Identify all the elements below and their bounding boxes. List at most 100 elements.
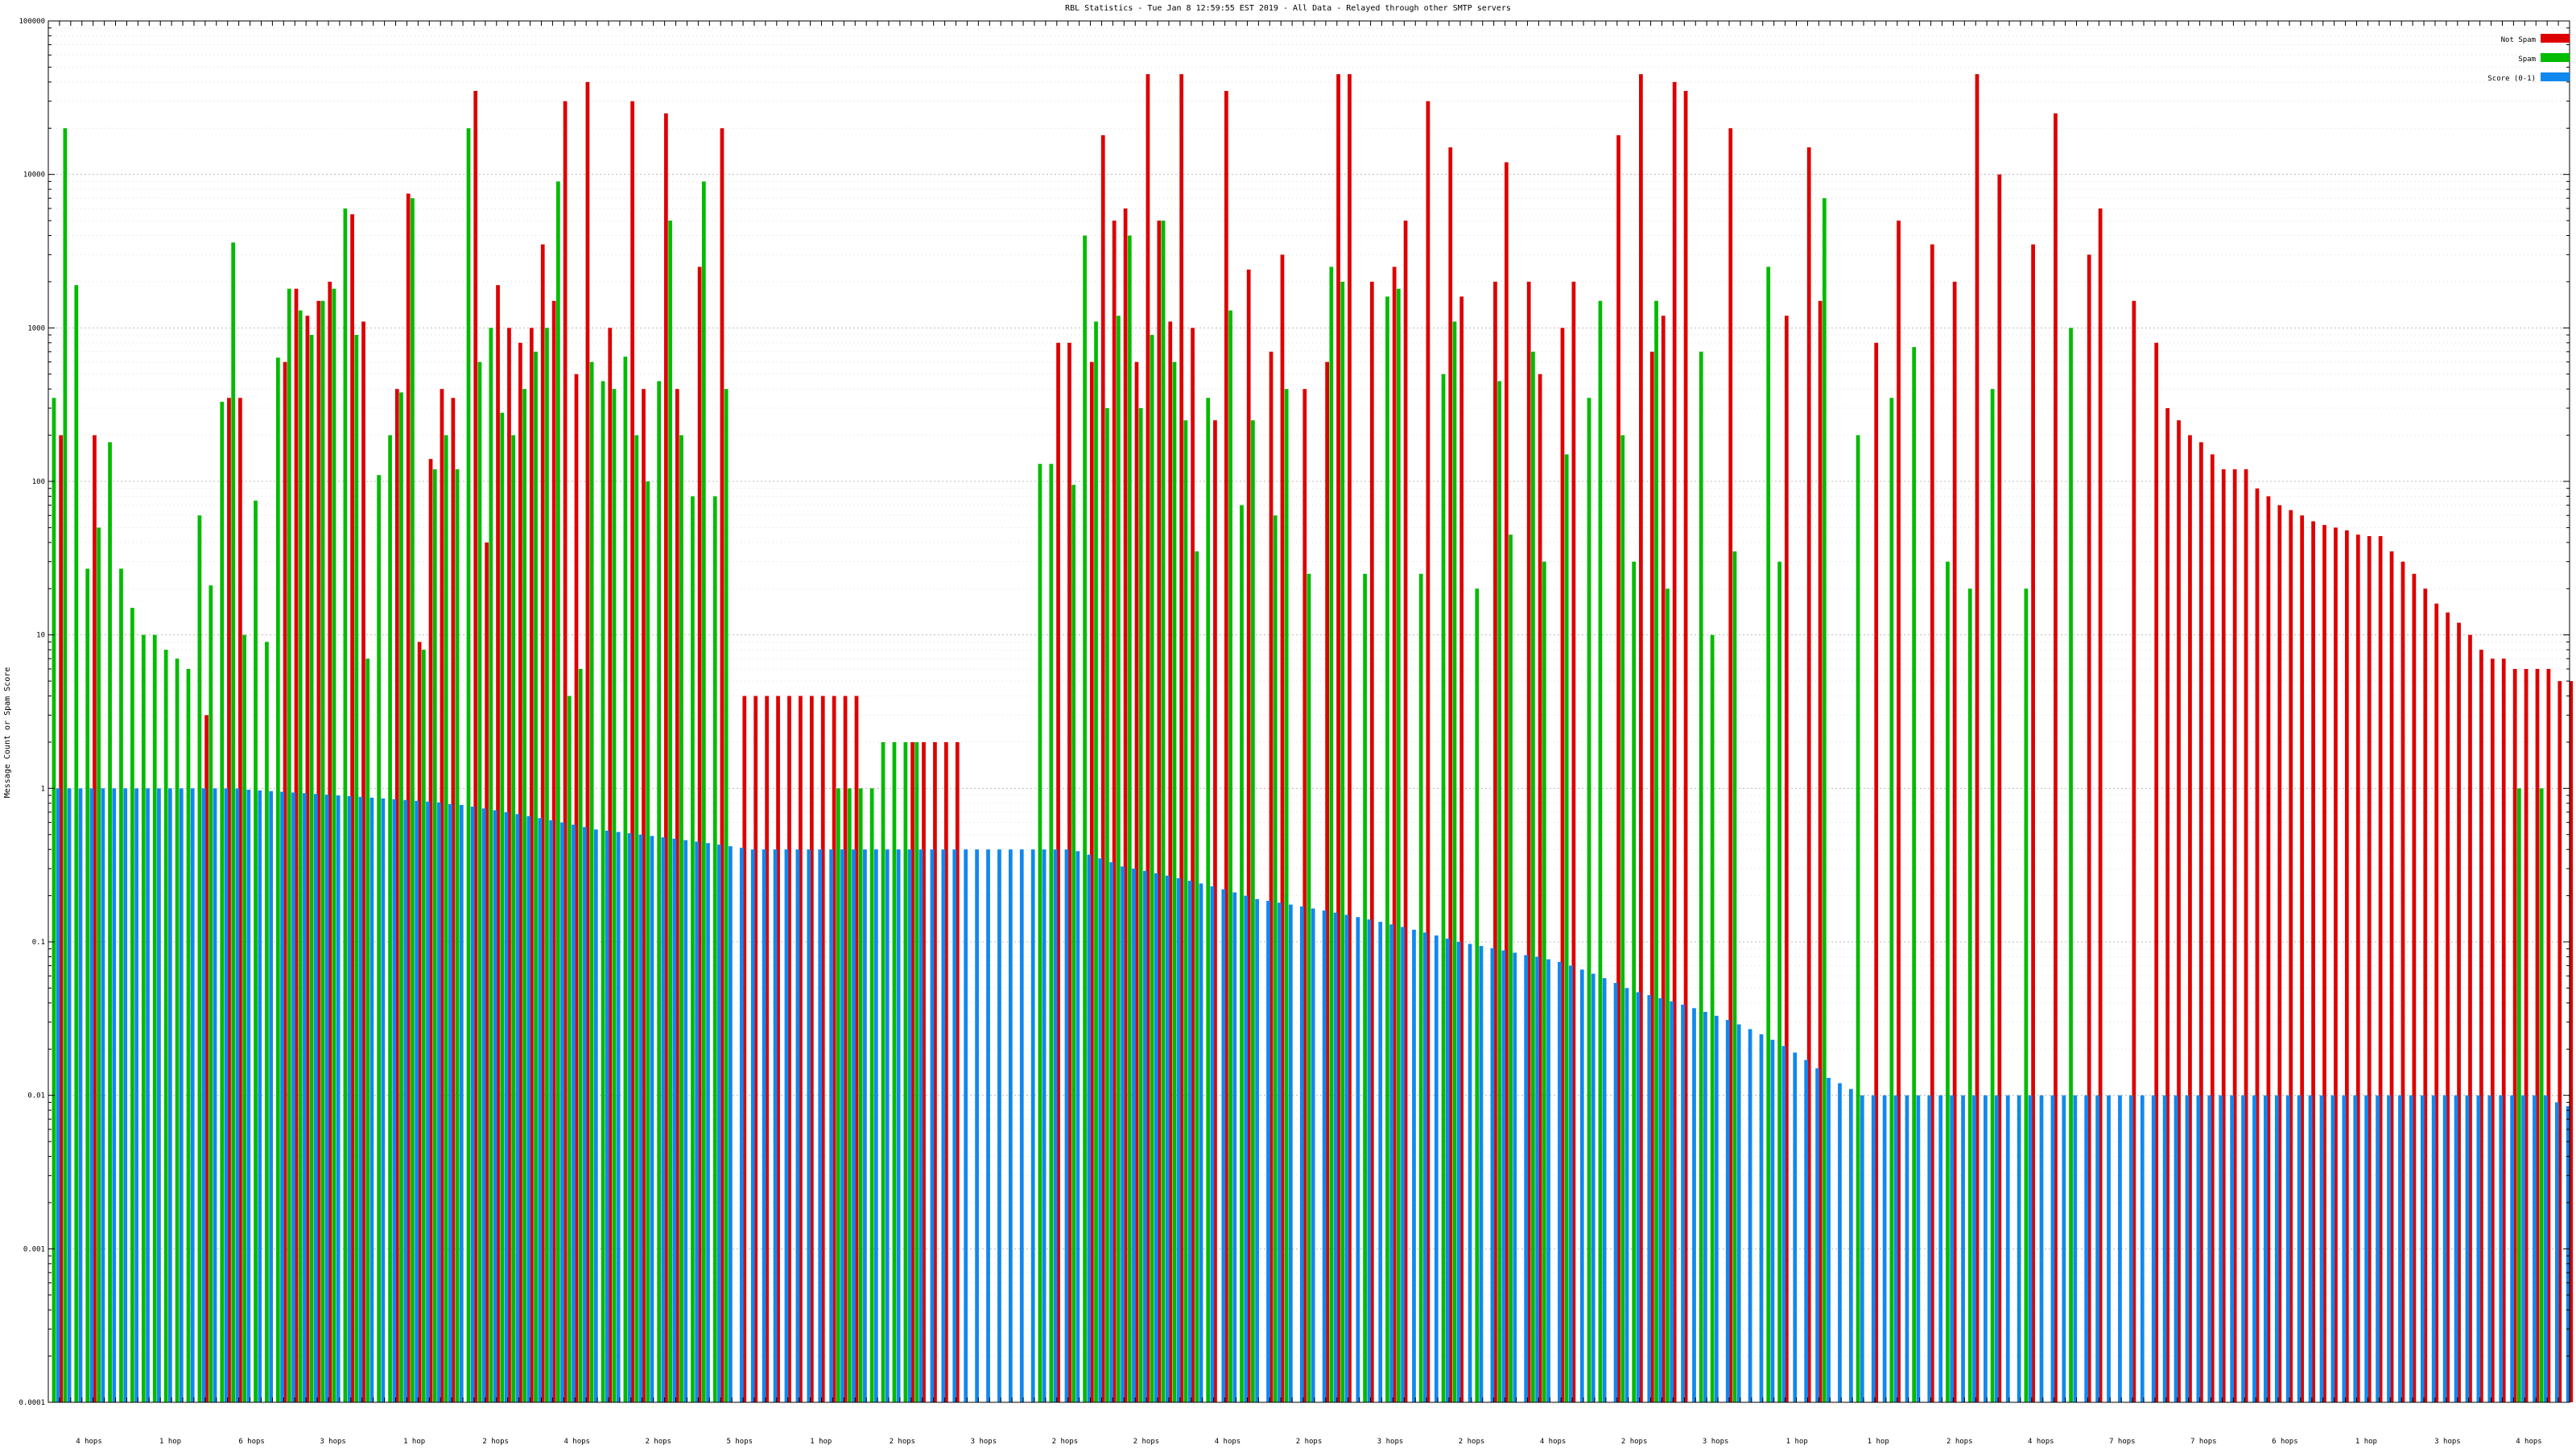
score-bar bbox=[1994, 1095, 1999, 1402]
not-spam-bar bbox=[765, 696, 770, 1402]
not-spam-bar bbox=[350, 214, 354, 1402]
score-bar bbox=[1434, 935, 1439, 1402]
score-bar bbox=[78, 788, 83, 1402]
spam-bar bbox=[623, 357, 628, 1402]
spam-bar bbox=[1284, 389, 1289, 1402]
spam-bar bbox=[847, 788, 852, 1402]
spam-bar bbox=[1195, 551, 1199, 1402]
score-bar bbox=[1613, 983, 1618, 1402]
score-bar bbox=[784, 849, 789, 1402]
score-bar bbox=[2230, 1095, 2235, 1402]
spam-bar bbox=[500, 412, 505, 1402]
score-bar bbox=[381, 798, 386, 1402]
not-spam-bar bbox=[1616, 134, 1620, 1402]
not-spam-bar bbox=[2031, 244, 2035, 1403]
not-spam-bar bbox=[1459, 296, 1464, 1403]
score-bar bbox=[437, 802, 441, 1402]
not-spam-bar bbox=[1639, 74, 1643, 1402]
spam-bar bbox=[343, 208, 348, 1402]
score-bar bbox=[1793, 1052, 1798, 1402]
score-bar bbox=[1019, 849, 1024, 1402]
not-spam-bar bbox=[1392, 266, 1397, 1402]
spam-bar bbox=[1385, 296, 1389, 1403]
not-spam-bar bbox=[1325, 361, 1330, 1402]
score-bar bbox=[2252, 1095, 2256, 1402]
score-bar bbox=[2174, 1095, 2178, 1402]
score-bar bbox=[717, 844, 721, 1402]
spam-bar bbox=[1038, 464, 1042, 1402]
score-bar bbox=[1579, 969, 1584, 1402]
not-spam-bar bbox=[1806, 147, 1811, 1403]
x-group-label: 4 hops bbox=[76, 1438, 102, 1446]
score-bar bbox=[1154, 873, 1158, 1402]
not-spam-bar bbox=[417, 642, 422, 1402]
spam-bar bbox=[163, 650, 168, 1402]
not-spam-bar bbox=[305, 316, 310, 1403]
legend-label: Spam bbox=[2518, 56, 2536, 64]
spam-bar bbox=[646, 481, 650, 1402]
not-spam-bar bbox=[507, 328, 511, 1402]
not-spam-bar bbox=[2054, 113, 2058, 1403]
not-spam-bar bbox=[1089, 361, 1094, 1402]
not-spam-bar bbox=[2177, 420, 2181, 1402]
x-group-label: 1 hop bbox=[810, 1438, 832, 1446]
not-spam-bar bbox=[1997, 174, 2002, 1403]
not-spam-bar bbox=[1571, 281, 1576, 1402]
score-bar bbox=[919, 849, 923, 1402]
not-spam-bar bbox=[1067, 342, 1071, 1403]
score-bar bbox=[1546, 959, 1550, 1402]
not-spam-bar bbox=[922, 741, 926, 1402]
score-bar bbox=[795, 849, 800, 1402]
score-bar bbox=[638, 834, 643, 1402]
axes: 0.0001 0.001 0.01 0.1 1 10 100 1000 10000 100000 bbox=[19, 18, 2570, 1407]
not-spam-bar bbox=[2367, 535, 2372, 1402]
score-bar bbox=[1244, 895, 1249, 1402]
spam-bar bbox=[1363, 573, 1367, 1403]
not-spam-bar bbox=[451, 398, 456, 1402]
score-bar bbox=[2128, 1095, 2133, 1402]
x-group-label: 3 hops bbox=[1703, 1438, 1729, 1446]
not-spam-bar bbox=[294, 288, 299, 1402]
not-spam-bar bbox=[1649, 351, 1654, 1403]
legend-label: Score (0-1) bbox=[2487, 75, 2536, 83]
score-bar bbox=[336, 795, 341, 1402]
score-bar bbox=[2264, 1095, 2268, 1402]
not-spam-bar bbox=[485, 542, 489, 1402]
not-spam-bar bbox=[1302, 389, 1307, 1402]
not-spam-bar bbox=[496, 285, 500, 1402]
score-bar bbox=[560, 822, 564, 1402]
score-bar bbox=[1558, 961, 1562, 1402]
spam-bar bbox=[1699, 351, 1703, 1403]
not-spam-bar bbox=[1403, 221, 1408, 1403]
not-spam-bar bbox=[1179, 74, 1184, 1402]
not-spam-bar bbox=[2300, 515, 2305, 1403]
y-tick-label: 0.001 bbox=[23, 1245, 45, 1253]
spam-bar bbox=[1138, 408, 1143, 1403]
spam-bar bbox=[1766, 266, 1771, 1402]
spam-bar bbox=[220, 402, 225, 1402]
not-spam-bar bbox=[1426, 101, 1430, 1402]
score-bar bbox=[2566, 1106, 2570, 1402]
score-bar bbox=[907, 849, 912, 1402]
spam-bar bbox=[1251, 420, 1255, 1402]
spam-bar bbox=[108, 442, 112, 1402]
not-spam-bar bbox=[440, 389, 444, 1402]
not-spam-bar bbox=[2401, 561, 2405, 1402]
score-bar bbox=[1927, 1095, 1932, 1402]
y-tick-label: 10 bbox=[36, 632, 45, 640]
not-spam-bar bbox=[1930, 244, 1934, 1403]
score-bar bbox=[1322, 910, 1327, 1402]
score-bar bbox=[1199, 883, 1203, 1402]
score-bar bbox=[2465, 1095, 2470, 1402]
spam-bar bbox=[52, 398, 56, 1402]
score-bar bbox=[661, 837, 666, 1402]
spam-bar bbox=[1083, 235, 1087, 1403]
score-bar bbox=[1266, 901, 1270, 1402]
not-spam-bar bbox=[2423, 588, 2428, 1402]
score-bar bbox=[157, 788, 161, 1402]
score-bar bbox=[829, 849, 834, 1402]
score-bar bbox=[2107, 1095, 2111, 1402]
score-bar bbox=[986, 849, 990, 1402]
spam-bar bbox=[1127, 235, 1132, 1403]
not-spam-bar bbox=[697, 266, 702, 1402]
